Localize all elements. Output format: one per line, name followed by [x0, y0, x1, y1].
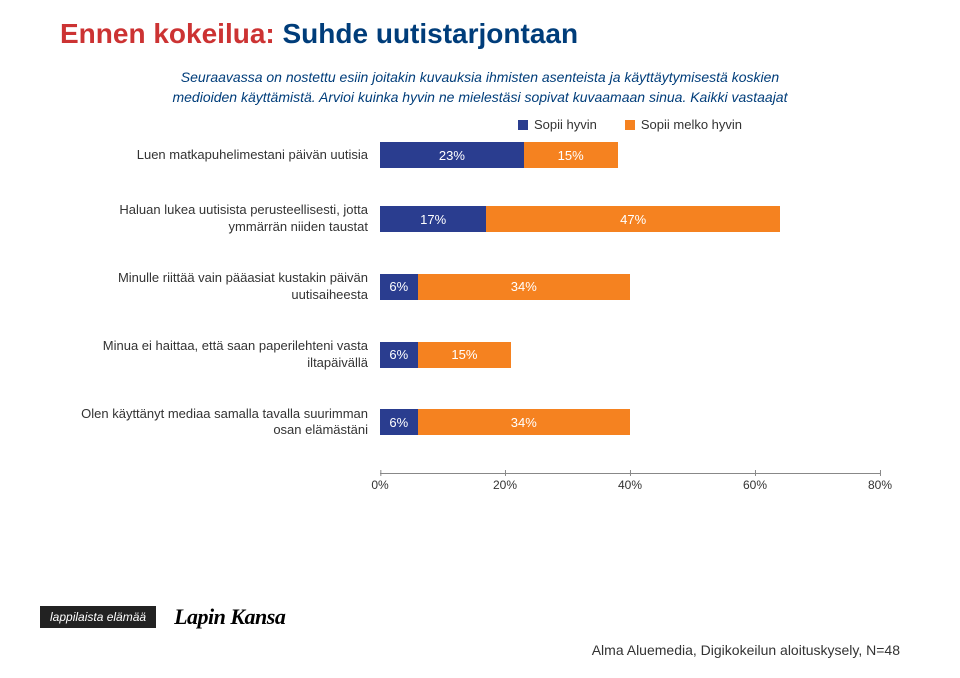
bar-segment-1: 6% [380, 274, 418, 300]
row-label: Luen matkapuhelimestani päivän uutisia [80, 147, 380, 164]
bar-segment-1: 17% [380, 206, 486, 232]
credit-text: Alma Aluemedia, Digikokeilun aloituskyse… [592, 642, 900, 658]
bar-track: 6%34% [380, 409, 880, 435]
bar-segment-2: 15% [524, 142, 618, 168]
row-label: Olen käyttänyt mediaa samalla tavalla su… [80, 406, 380, 440]
row-label: Minua ei haittaa, että saan paperilehten… [80, 338, 380, 372]
bar-segment-2: 34% [418, 409, 631, 435]
row-label: Haluan lukea uutisista perusteellisesti,… [80, 202, 380, 236]
bar-segment-1: 23% [380, 142, 524, 168]
chart-row: Minulle riittää vain pääasiat kustakin p… [80, 270, 880, 304]
logo: Lapin Kansa [174, 604, 285, 630]
legend-swatch-1 [518, 120, 528, 130]
chart-row: Minua ei haittaa, että saan paperilehten… [80, 338, 880, 372]
legend-label-2: Sopii melko hyvin [641, 117, 742, 132]
x-axis: 0%20%40%60%80% [380, 473, 880, 474]
row-label: Minulle riittää vain pääasiat kustakin p… [80, 270, 380, 304]
legend: Sopii hyvin Sopii melko hyvin [80, 117, 880, 132]
axis-tick: 80% [868, 478, 892, 492]
title-part-1: Ennen kokeilua: [60, 18, 275, 49]
bar-track: 6%15% [380, 342, 880, 368]
tagline: lappilaista elämää [40, 606, 156, 628]
bar-track: 6%34% [380, 274, 880, 300]
axis-tick: 60% [743, 478, 767, 492]
axis-tick: 0% [371, 478, 388, 492]
bar-segment-2: 34% [418, 274, 631, 300]
chart-row: Luen matkapuhelimestani päivän uutisia23… [80, 142, 880, 168]
chart-row: Olen käyttänyt mediaa samalla tavalla su… [80, 406, 880, 440]
chart: Sopii hyvin Sopii melko hyvin Luen matka… [80, 117, 880, 474]
bar-segment-2: 15% [418, 342, 512, 368]
axis-tick: 40% [618, 478, 642, 492]
page-title: Ennen kokeilua: Suhde uutistarjontaan [60, 18, 900, 50]
intro-text: Seuraavassa on nostettu esiin joitakin k… [150, 68, 810, 107]
bar-track: 17%47% [380, 206, 880, 232]
chart-rows: Luen matkapuhelimestani päivän uutisia23… [80, 142, 880, 439]
legend-label-1: Sopii hyvin [534, 117, 597, 132]
bar-cell: 17%47% [380, 206, 880, 232]
bar-cell: 6%34% [380, 409, 880, 435]
axis-tick: 20% [493, 478, 517, 492]
bar-segment-1: 6% [380, 409, 418, 435]
bar-segment-2: 47% [486, 206, 780, 232]
bar-track: 23%15% [380, 142, 880, 168]
title-part-2: Suhde uutistarjontaan [283, 18, 579, 49]
footer: lappilaista elämää Lapin Kansa [40, 604, 285, 630]
legend-item-1: Sopii hyvin [518, 117, 597, 132]
bar-cell: 6%15% [380, 342, 880, 368]
legend-item-2: Sopii melko hyvin [625, 117, 742, 132]
bar-segment-1: 6% [380, 342, 418, 368]
legend-swatch-2 [625, 120, 635, 130]
bar-cell: 23%15% [380, 142, 880, 168]
chart-row: Haluan lukea uutisista perusteellisesti,… [80, 202, 880, 236]
bar-cell: 6%34% [380, 274, 880, 300]
